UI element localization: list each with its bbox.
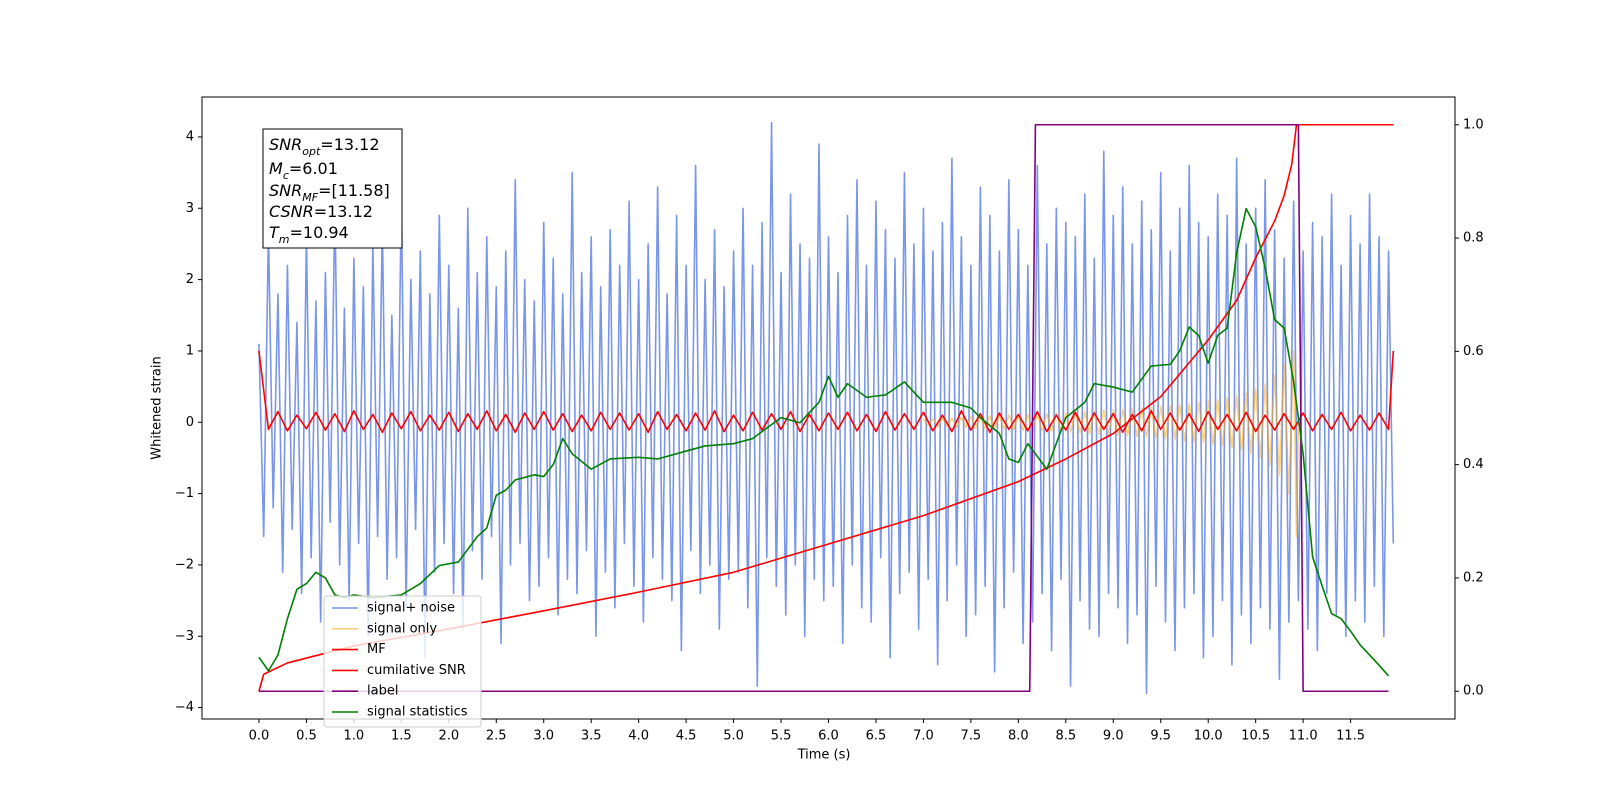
x-tick-label: 3.0 — [533, 729, 554, 744]
x-tick-label: 0.5 — [296, 729, 317, 744]
x-tick-label: 2.5 — [486, 729, 507, 744]
x-tick-label: 10.0 — [1194, 729, 1223, 744]
y-tick-label: −2 — [175, 557, 194, 572]
y-tick-label: −4 — [175, 700, 194, 715]
x-tick-label: 0.0 — [249, 729, 270, 744]
x-tick-label: 5.5 — [771, 729, 792, 744]
x-axis-label: Time (s) — [797, 748, 851, 763]
y-tick-label: 4 — [186, 129, 194, 144]
legend: signal+ noise signal only MF cumilative SNR… — [323, 595, 482, 728]
annotation-line: Tm=10.94 — [269, 223, 349, 246]
series-line — [258, 350, 1395, 434]
x-tick-label: 1.0 — [344, 729, 365, 744]
y2-tick-label: 0.8 — [1463, 231, 1484, 246]
legend-label: signal only — [367, 621, 437, 636]
annotation-frame — [262, 128, 403, 249]
series-line — [258, 123, 1389, 693]
annotation-line: SNRMF=[11.58] — [269, 181, 390, 204]
x-tick-label: 6.5 — [866, 729, 887, 744]
legend-label: label — [367, 684, 398, 699]
x-tick-label: 2.0 — [438, 729, 459, 744]
x-tick-label: 8.5 — [1055, 729, 1076, 744]
legend-label: signal+ noise — [367, 601, 455, 616]
y-tick-label: 0 — [186, 415, 194, 430]
y2-tick-label: 0.4 — [1463, 457, 1484, 472]
y2-tick-label: 0.6 — [1463, 344, 1484, 359]
x-tick-label: 10.5 — [1241, 729, 1270, 744]
x-tick-label: 11.5 — [1336, 729, 1365, 744]
y2-tick-label: 0.0 — [1463, 684, 1484, 699]
y-tick-label: 3 — [186, 201, 194, 216]
x-tick-label: 3.5 — [581, 729, 602, 744]
x-tick-label: 9.0 — [1103, 729, 1124, 744]
annotation-line: CSNR=13.12 — [269, 202, 373, 221]
x-tick-label: 9.5 — [1150, 729, 1171, 744]
x-tick-label: 4.5 — [676, 729, 697, 744]
annotation-line: SNRopt=13.12 — [269, 135, 380, 158]
x-tick-label: 7.5 — [961, 729, 982, 744]
y-tick-label: −3 — [175, 629, 194, 644]
y2-tick-label: 0.2 — [1463, 570, 1484, 585]
y2-tick-label: 1.0 — [1463, 117, 1484, 132]
x-tick-label: 6.0 — [818, 729, 839, 744]
series-line — [258, 207, 1390, 677]
annotation-box: SNRopt=13.12 Mc=6.01 SNRMF=[11.58] CSNR=… — [262, 128, 403, 249]
y-tick-label: 2 — [186, 272, 194, 287]
y-tick-label: 1 — [186, 343, 194, 358]
x-tick-label: 7.0 — [913, 729, 934, 744]
y-axis-label: Whitened strain — [150, 356, 165, 459]
x-tick-label: 5.0 — [723, 729, 744, 744]
legend-label: signal statistics — [367, 705, 468, 720]
y-tick-label: −1 — [175, 486, 194, 501]
x-tick-label: 8.0 — [1008, 729, 1029, 744]
x-tick-label: 11.0 — [1289, 729, 1318, 744]
legend-label: MF — [367, 642, 386, 657]
legend-label: cumilative SNR — [367, 663, 466, 678]
x-tick-label: 1.5 — [391, 729, 412, 744]
legend-frame — [323, 595, 482, 728]
x-tick-label: 4.0 — [628, 729, 649, 744]
annotation-line: Mc=6.01 — [269, 159, 338, 182]
